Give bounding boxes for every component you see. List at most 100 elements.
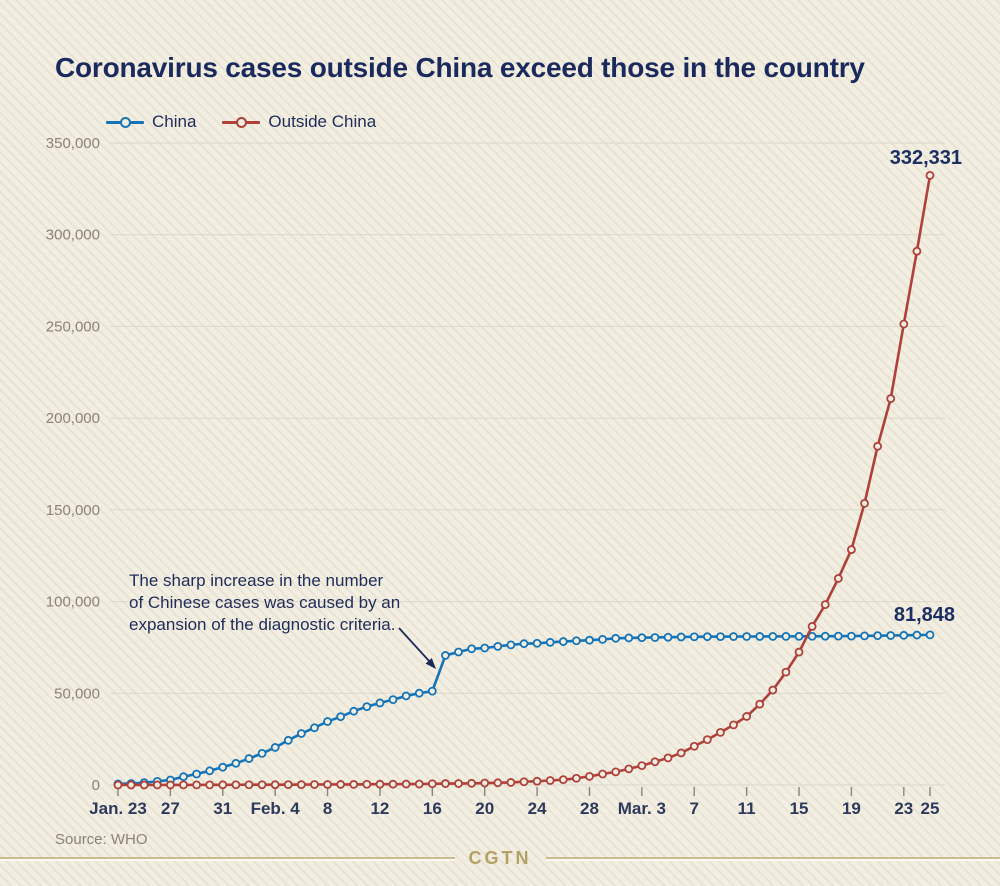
china-marker <box>781 631 791 641</box>
china-marker <box>899 630 909 640</box>
outside-china-marker <box>598 769 607 779</box>
china-marker <box>296 729 306 738</box>
china-marker <box>912 630 922 640</box>
outside-china-marker <box>362 779 372 789</box>
china-marker <box>192 769 201 779</box>
china-marker <box>873 631 883 641</box>
outside-china-marker <box>480 778 490 788</box>
china-marker <box>205 766 215 776</box>
outside-china-marker <box>899 319 909 329</box>
outside-china-marker <box>519 777 529 787</box>
china-marker <box>257 748 267 758</box>
outside-china-marker <box>165 780 175 790</box>
china-marker <box>362 702 372 712</box>
china-marker <box>742 632 752 641</box>
outside-china-marker <box>676 748 686 758</box>
china-marker <box>506 640 516 650</box>
china-marker <box>179 772 188 782</box>
outside-china-marker <box>401 779 411 789</box>
x-tick-label: 25 <box>921 799 940 818</box>
china-marker <box>480 643 490 653</box>
outside-china-marker <box>912 246 922 256</box>
legend-item-china: China <box>106 112 196 132</box>
china-end-label: 81,848 <box>894 604 955 626</box>
legend-label-outside-china: Outside China <box>268 112 377 131</box>
outside-china-marker <box>611 767 621 777</box>
annotation-arrowhead-icon <box>425 658 436 669</box>
outside-china-marker <box>375 779 385 789</box>
china-marker <box>218 762 228 772</box>
china-marker <box>768 632 778 641</box>
china-marker <box>231 758 241 768</box>
page-title: Coronavirus cases outside China exceed t… <box>55 52 865 83</box>
outside-china-marker <box>637 761 647 771</box>
x-tick-label: 8 <box>323 799 332 818</box>
outside-china-marker <box>205 780 215 790</box>
x-tick-label: 31 <box>213 799 232 818</box>
outside-china-marker <box>441 779 450 788</box>
y-tick-label: 350,000 <box>46 135 100 152</box>
china-marker <box>375 698 385 708</box>
china-line-swatch-icon <box>106 116 144 128</box>
outside-china-marker <box>231 780 241 790</box>
outside-china-marker <box>781 667 791 677</box>
x-tick-label: 23 <box>894 799 913 818</box>
china-marker <box>624 633 634 643</box>
china-marker <box>571 636 581 646</box>
annotation-line-3: expansion of the diagnostic criteria. <box>129 615 396 634</box>
x-tick-label: 11 <box>738 799 756 818</box>
x-tick-label: Mar. 3 <box>618 799 666 818</box>
outside-china-marker <box>755 699 765 709</box>
outside-china-marker <box>886 394 896 404</box>
china-marker <box>860 631 869 641</box>
outside-china-marker <box>545 776 555 785</box>
footer-rule-right <box>545 857 1000 859</box>
chart-legend: China Outside China <box>106 112 376 132</box>
china-marker <box>323 717 332 726</box>
outside-china-marker <box>532 776 542 786</box>
outside-china-marker <box>454 779 463 788</box>
china-marker <box>637 633 647 643</box>
china-marker <box>755 632 765 641</box>
outside-china-marker <box>689 741 699 751</box>
china-marker <box>794 631 804 641</box>
legend-label-china: China <box>152 112 197 131</box>
outside-china-marker <box>873 441 883 451</box>
outside-china-marker <box>624 764 634 774</box>
x-tick-label: 12 <box>370 799 389 818</box>
china-marker <box>336 712 346 722</box>
outside-china-marker <box>729 720 738 730</box>
china-marker <box>310 723 319 733</box>
china-marker <box>270 743 280 752</box>
outside-china-marker <box>702 735 712 745</box>
outside-china-marker <box>571 773 581 783</box>
china-marker <box>663 632 673 642</box>
outside-china-marker <box>388 779 398 789</box>
x-tick-label: 28 <box>580 799 599 818</box>
y-tick-label: 300,000 <box>46 227 100 244</box>
china-marker <box>689 632 699 642</box>
china-marker <box>401 691 411 701</box>
china-marker <box>585 635 594 645</box>
china-marker <box>283 735 293 745</box>
china-marker <box>493 641 503 651</box>
y-tick-label: 50,000 <box>54 685 100 702</box>
outside-china-marker <box>296 780 306 790</box>
china-marker <box>441 651 450 660</box>
china-marker <box>925 630 935 640</box>
outside-china-marker <box>585 771 594 781</box>
outside-china-marker <box>244 780 254 790</box>
outside-china-marker <box>807 622 817 631</box>
china-marker <box>886 631 896 640</box>
y-tick-label: 100,000 <box>46 594 100 611</box>
outside-china-marker <box>663 753 673 763</box>
outside-china-marker <box>716 728 725 737</box>
y-tick-label: 200,000 <box>46 410 100 427</box>
outside-china-marker <box>139 780 149 790</box>
outside-china-marker <box>794 647 804 657</box>
china-marker <box>388 695 398 705</box>
legend-item-outside-china: Outside China <box>222 112 376 132</box>
footer-rule-left <box>0 857 455 859</box>
outside-china-marker <box>336 780 346 789</box>
outside-china-marker <box>113 780 123 790</box>
